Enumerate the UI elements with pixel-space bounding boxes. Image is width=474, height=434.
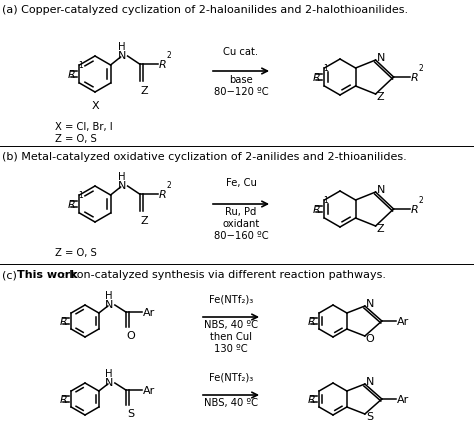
Text: N: N (366, 376, 374, 386)
Text: Fe(NTf₂)₃: Fe(NTf₂)₃ (209, 372, 253, 382)
Text: NBS, 40 ºC: NBS, 40 ºC (204, 319, 258, 329)
Text: N: N (118, 51, 126, 61)
Text: H: H (118, 42, 125, 52)
Text: R: R (307, 316, 315, 326)
Text: S: S (366, 411, 373, 421)
Text: (a) Copper-catalyzed cyclization of 2-haloanilides and 2-halothioanilides.: (a) Copper-catalyzed cyclization of 2-ha… (2, 5, 408, 15)
Text: S: S (127, 408, 134, 418)
Text: Ar: Ar (397, 394, 409, 404)
Text: 2: 2 (419, 64, 423, 73)
Text: Z: Z (376, 92, 384, 102)
Text: R: R (410, 73, 419, 83)
Text: Z = O, S: Z = O, S (55, 247, 97, 257)
Text: Ru, Pd: Ru, Pd (225, 207, 257, 217)
Text: then CuI: then CuI (210, 331, 252, 341)
Text: Z: Z (141, 216, 148, 226)
Text: N: N (376, 53, 385, 63)
Text: N: N (366, 298, 374, 308)
Text: 2: 2 (419, 196, 423, 204)
Text: Fe, Cu: Fe, Cu (226, 178, 256, 187)
Text: base: base (229, 75, 253, 85)
Text: N: N (118, 181, 126, 191)
Text: Fe(NTf₂)₃: Fe(NTf₂)₃ (209, 294, 253, 304)
Text: NBS, 40 ºC: NBS, 40 ºC (204, 397, 258, 407)
Text: R: R (312, 73, 320, 83)
Text: Ar: Ar (143, 385, 155, 395)
Text: X: X (91, 101, 99, 111)
Text: 2: 2 (166, 51, 171, 60)
Text: 1: 1 (323, 196, 328, 204)
Text: O: O (366, 333, 374, 343)
Text: 80−160 ºC: 80−160 ºC (214, 230, 268, 240)
Text: 80−120 ºC: 80−120 ºC (214, 87, 268, 97)
Text: Cu cat.: Cu cat. (223, 47, 258, 57)
Text: R: R (67, 200, 75, 210)
Text: 1: 1 (78, 61, 83, 70)
Text: R: R (307, 394, 315, 404)
Text: 2: 2 (166, 181, 171, 190)
Text: Ar: Ar (143, 307, 155, 317)
Text: N: N (105, 377, 113, 387)
Text: R: R (59, 394, 67, 404)
Text: R: R (312, 204, 320, 214)
Text: H: H (105, 290, 113, 300)
Text: R: R (159, 190, 166, 200)
Text: : Iron-catalyzed synthesis via different reaction pathways.: : Iron-catalyzed synthesis via different… (62, 270, 386, 279)
Text: X = Cl, Br, I: X = Cl, Br, I (55, 122, 113, 132)
Text: O: O (127, 330, 136, 340)
Text: N: N (105, 299, 113, 309)
Text: (b) Metal-catalyzed oxidative cyclization of 2-anilides and 2-thioanilides.: (b) Metal-catalyzed oxidative cyclizatio… (2, 151, 407, 161)
Text: R: R (59, 316, 67, 326)
Text: Z: Z (376, 224, 384, 233)
Text: H: H (118, 171, 125, 181)
Text: Z: Z (141, 86, 148, 96)
Text: Z = O, S: Z = O, S (55, 134, 97, 144)
Text: R: R (159, 60, 166, 70)
Text: H: H (105, 368, 113, 378)
Text: 1: 1 (323, 64, 328, 73)
Text: Ar: Ar (397, 316, 409, 326)
Text: N: N (376, 184, 385, 194)
Text: This work: This work (17, 270, 78, 279)
Text: oxidant: oxidant (222, 218, 260, 228)
Text: 130 ºC: 130 ºC (214, 343, 248, 353)
Text: (c): (c) (2, 270, 20, 279)
Text: 1: 1 (78, 191, 83, 200)
Text: R: R (410, 204, 419, 214)
Text: R: R (67, 70, 75, 80)
